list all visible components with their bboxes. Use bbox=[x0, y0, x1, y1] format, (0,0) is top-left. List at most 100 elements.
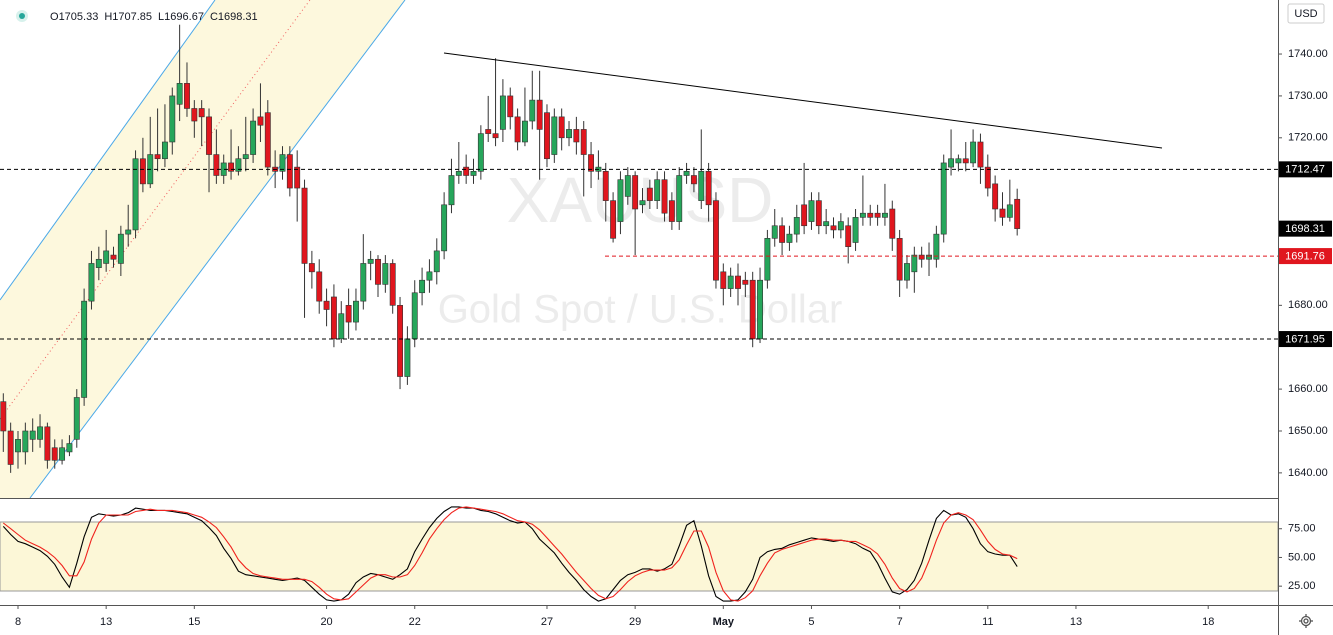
candle-body bbox=[896, 238, 903, 281]
candle-body bbox=[103, 250, 110, 264]
y-tick-label: 1660.00 bbox=[1288, 383, 1328, 395]
currency: USD bbox=[1294, 8, 1317, 20]
candle-body bbox=[433, 250, 440, 273]
candle-body bbox=[382, 263, 389, 285]
y-tick-label: 1720.00 bbox=[1288, 132, 1328, 144]
candle-body bbox=[1006, 204, 1013, 218]
x-tick-label: 8 bbox=[15, 616, 21, 628]
candle-body bbox=[793, 217, 800, 235]
candle-body bbox=[933, 233, 940, 260]
candle-body bbox=[735, 275, 741, 289]
candle-body bbox=[330, 296, 337, 340]
settings-icon[interactable] bbox=[1299, 614, 1313, 628]
legend-value: 1696.67 bbox=[164, 11, 204, 23]
candle-body bbox=[904, 263, 910, 281]
candle-body bbox=[0, 401, 7, 432]
candle-body bbox=[837, 221, 844, 231]
stochastic-line bbox=[2, 506, 1018, 602]
candle-body bbox=[661, 179, 668, 214]
candle-body bbox=[602, 171, 609, 201]
x-tick-label: 29 bbox=[629, 616, 641, 628]
candle-body bbox=[918, 254, 925, 260]
candle-body bbox=[698, 171, 705, 201]
candle-body bbox=[874, 212, 881, 218]
candle-body bbox=[353, 300, 359, 323]
price-label: 1712.47 bbox=[1285, 164, 1325, 176]
candle-body bbox=[448, 175, 455, 206]
legend-value: 1707.85 bbox=[112, 11, 152, 23]
candle-body bbox=[264, 112, 271, 168]
x-tick-label: 27 bbox=[541, 616, 553, 628]
axes: 8 13 15 20 22 27 29 May 5 7 11 13 18 1740.00 1730.00 17… bbox=[15, 48, 1328, 628]
candle-body bbox=[852, 217, 859, 243]
y-tick-label: 1650.00 bbox=[1288, 425, 1328, 437]
candle-body bbox=[823, 221, 830, 227]
candle-body bbox=[668, 200, 675, 222]
candle-body bbox=[889, 208, 896, 239]
candle-body bbox=[779, 225, 786, 243]
candle-body bbox=[411, 292, 418, 340]
candle-body bbox=[279, 154, 286, 172]
legend-key: L bbox=[158, 11, 164, 23]
trend-line bbox=[443, 52, 1163, 149]
candle-body bbox=[992, 183, 999, 210]
candle-body bbox=[558, 116, 565, 139]
last-price-label: 1698.31 bbox=[1285, 223, 1325, 235]
y-tick-label: 50.00 bbox=[1288, 551, 1316, 563]
candle-body bbox=[161, 141, 168, 160]
legend-key: H bbox=[104, 11, 112, 23]
candle-body bbox=[257, 116, 264, 126]
candle-body bbox=[139, 158, 146, 185]
candle-body bbox=[95, 258, 102, 268]
price-label: 1691.76 bbox=[1285, 250, 1325, 262]
candle-body bbox=[654, 179, 661, 201]
candle-body bbox=[646, 187, 653, 201]
status-dot[interactable] bbox=[19, 13, 25, 19]
candle-body bbox=[639, 200, 646, 206]
candle-body bbox=[191, 108, 198, 122]
x-tick-label: 15 bbox=[188, 616, 200, 628]
candle-body bbox=[845, 225, 852, 247]
y-tick-label: 75.00 bbox=[1288, 523, 1316, 535]
candle-body bbox=[22, 430, 29, 453]
candle-body bbox=[338, 313, 345, 340]
price-label-box bbox=[1279, 331, 1332, 348]
candle-body bbox=[59, 447, 66, 461]
x-tick-label: 5 bbox=[808, 616, 814, 628]
candle-body bbox=[426, 271, 433, 281]
candle-body bbox=[441, 204, 448, 252]
candle-body bbox=[44, 426, 51, 461]
candle-body bbox=[536, 99, 543, 130]
channel-median bbox=[0, 0, 311, 420]
candle-body bbox=[235, 158, 242, 172]
candle-body bbox=[514, 116, 521, 143]
candle-body bbox=[1014, 198, 1021, 229]
candle-body bbox=[463, 166, 470, 176]
y-tick-label: 25.00 bbox=[1288, 580, 1316, 592]
stochastic-band bbox=[0, 521, 1279, 592]
candle-body bbox=[308, 263, 315, 273]
candle-body bbox=[690, 175, 697, 185]
x-tick-label: 13 bbox=[100, 616, 112, 628]
candle-body bbox=[404, 338, 411, 377]
candle-body bbox=[764, 238, 771, 281]
watermark-description: Gold Spot / U.S. Dollar bbox=[438, 288, 843, 332]
candle-body bbox=[624, 175, 631, 197]
candle-body bbox=[948, 158, 955, 168]
channel-lower bbox=[29, 0, 406, 498]
candle-body bbox=[242, 154, 249, 160]
candle-body bbox=[801, 204, 808, 227]
candle-body bbox=[73, 397, 80, 440]
candle-body bbox=[926, 254, 932, 260]
candle-body bbox=[455, 171, 462, 176]
ohlc-legend: O1705.33 H1707.85 L1696.67 C1698.31 bbox=[50, 11, 258, 23]
candle-body bbox=[125, 229, 132, 235]
legend-value: 1698.31 bbox=[218, 11, 258, 23]
x-tick-label: 18 bbox=[1202, 616, 1214, 628]
candle-body bbox=[117, 233, 124, 264]
y-tick-label: 1730.00 bbox=[1288, 90, 1328, 102]
candle-body bbox=[999, 208, 1006, 218]
x-tick-label: 7 bbox=[897, 616, 903, 628]
price-label-box bbox=[1279, 248, 1332, 265]
currency-box[interactable] bbox=[1287, 3, 1325, 24]
